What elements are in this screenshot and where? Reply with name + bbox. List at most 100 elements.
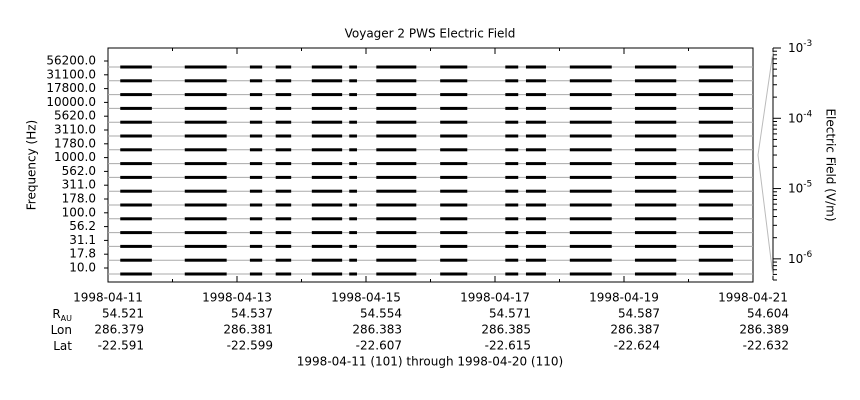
ephemeris-value: -22.624 — [614, 339, 660, 353]
data-segment — [184, 217, 227, 221]
data-segment — [376, 79, 417, 83]
data-segment — [505, 217, 519, 221]
data-segment — [120, 203, 152, 207]
x-tick-label: 1998-04-21 — [718, 291, 788, 305]
data-segment — [349, 175, 357, 179]
data-segment — [275, 93, 292, 97]
x-tick-label: 1998-04-19 — [589, 291, 659, 305]
data-segment — [505, 231, 519, 235]
data-segment — [569, 258, 612, 262]
data-segment — [505, 189, 519, 193]
ephemeris-value: 54.537 — [231, 307, 273, 321]
data-segment — [349, 134, 357, 138]
data-segment — [698, 106, 734, 110]
data-segment — [184, 65, 227, 69]
data-segment — [120, 93, 152, 97]
x-tick-label: 1998-04-15 — [331, 291, 401, 305]
channel-label: 31100.0 — [46, 67, 96, 81]
data-segment — [376, 189, 417, 193]
data-segment — [505, 93, 519, 97]
data-segment — [349, 93, 357, 97]
data-segment — [376, 162, 417, 166]
data-segment — [120, 272, 152, 276]
data-segment — [120, 217, 152, 221]
data-segment — [440, 203, 468, 207]
ephemeris-label-subscript: AU — [61, 314, 72, 323]
data-segment — [505, 79, 519, 83]
data-segment — [525, 79, 546, 83]
data-segment — [698, 231, 734, 235]
x-tick-label: 1998-04-13 — [202, 291, 272, 305]
data-segment — [275, 79, 292, 83]
y2-tick-exponent: -3 — [803, 39, 812, 49]
data-segment — [698, 162, 734, 166]
data-segment — [376, 106, 417, 110]
data-segment — [275, 134, 292, 138]
data-segment — [184, 189, 227, 193]
data-segment — [440, 244, 468, 248]
ephemeris-value: 286.385 — [481, 323, 531, 337]
data-segment — [349, 244, 357, 248]
data-segment — [275, 162, 292, 166]
channel-label: 17800.0 — [46, 81, 96, 95]
data-segment — [634, 272, 677, 276]
data-segment — [376, 148, 417, 152]
data-segment — [120, 148, 152, 152]
data-segment — [120, 244, 152, 248]
channel-label: 100.0 — [62, 205, 96, 219]
data-segment — [249, 272, 263, 276]
data-segment — [184, 244, 227, 248]
data-segment — [569, 203, 612, 207]
x-tick-label: 1998-04-17 — [460, 291, 530, 305]
data-segment — [275, 244, 292, 248]
data-segment — [569, 106, 612, 110]
y2-tick-base: 10 — [788, 251, 803, 265]
channel-label: 562.0 — [62, 164, 96, 178]
data-segment — [569, 79, 612, 83]
data-segment — [634, 93, 677, 97]
data-segment — [349, 203, 357, 207]
data-segment — [440, 175, 468, 179]
data-segment — [376, 175, 417, 179]
data-segment — [120, 134, 152, 138]
data-segment — [249, 162, 263, 166]
channel-label: 1000.0 — [54, 150, 96, 164]
y2-tick-label: 10-5 — [788, 179, 812, 195]
data-segment — [376, 65, 417, 69]
data-segment — [525, 189, 546, 193]
data-segment — [634, 189, 677, 193]
data-segment — [569, 217, 612, 221]
data-segment — [349, 79, 357, 83]
data-segment — [440, 120, 468, 124]
data-segment — [249, 217, 263, 221]
ephemeris-value: 54.554 — [360, 307, 402, 321]
data-segment — [349, 106, 357, 110]
data-segment — [634, 148, 677, 152]
data-segment — [376, 231, 417, 235]
channel-label: 5620.0 — [54, 109, 96, 123]
data-segment — [275, 258, 292, 262]
data-segment — [440, 231, 468, 235]
data-segment — [569, 189, 612, 193]
data-segment — [698, 217, 734, 221]
data-segment — [698, 272, 734, 276]
data-segment — [505, 65, 519, 69]
data-segment — [440, 162, 468, 166]
data-segment — [184, 79, 227, 83]
data-segment — [249, 134, 263, 138]
data-segment — [184, 134, 227, 138]
data-segment — [349, 272, 357, 276]
y2-tick-base: 10 — [788, 41, 803, 55]
data-segment — [634, 175, 677, 179]
data-segment — [184, 148, 227, 152]
data-segment — [440, 272, 468, 276]
data-segment — [275, 175, 292, 179]
data-segment — [634, 217, 677, 221]
data-segment — [184, 175, 227, 179]
data-segment — [249, 65, 263, 69]
data-segment — [634, 162, 677, 166]
data-segment — [698, 79, 734, 83]
ephemeris-value: 286.381 — [223, 323, 273, 337]
data-segment — [311, 134, 343, 138]
data-segment — [525, 106, 546, 110]
